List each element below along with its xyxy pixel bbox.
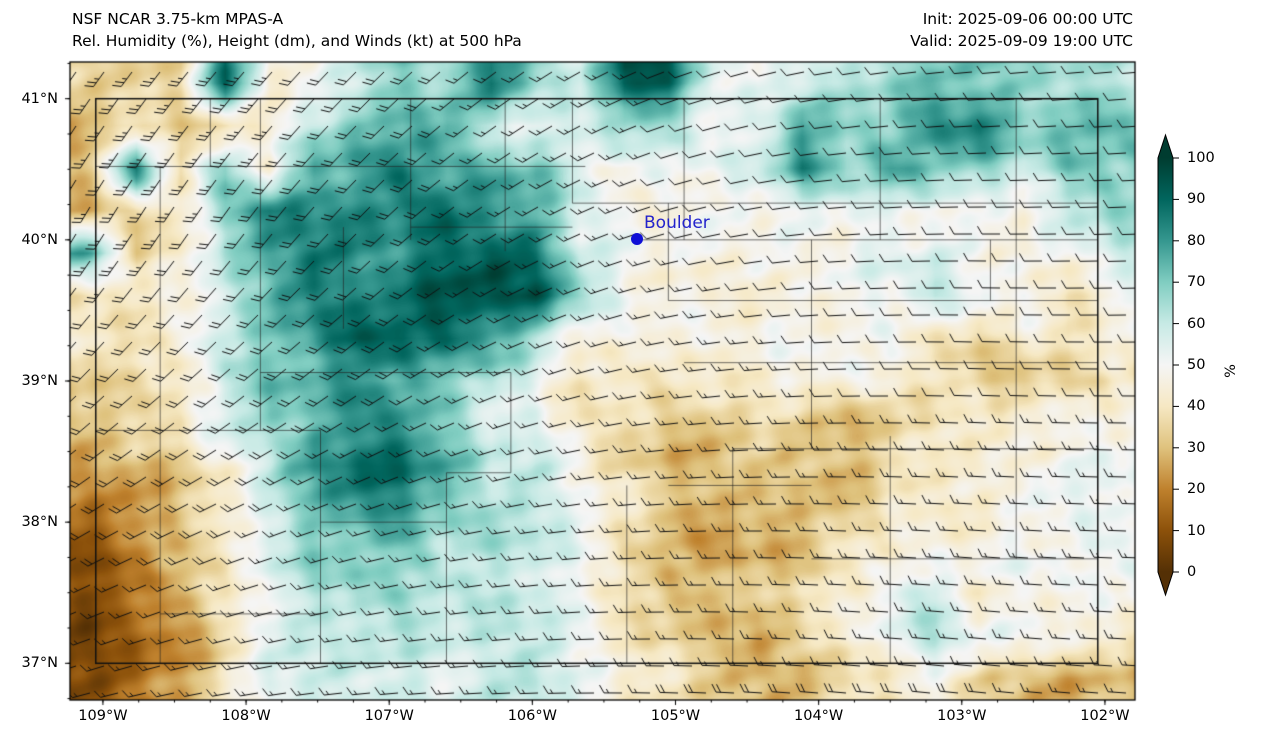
x-tick-label: 105°W (650, 708, 701, 724)
boulder-label: Boulder (644, 213, 710, 233)
title-line2: Rel. Humidity (%), Height (dm), and Wind… (72, 32, 522, 50)
colorbar-tick-label: 20 (1187, 481, 1206, 498)
x-tick-label: 109°W (78, 708, 128, 724)
y-tick-label: 40°N (21, 231, 58, 248)
valid-time: Valid: 2025-09-09 19:00 UTC (910, 32, 1133, 50)
colorbar-tick-label: 100 (1187, 150, 1215, 166)
colorbar-tick-label: 60 (1187, 315, 1206, 332)
y-tick-label: 39°N (21, 373, 58, 389)
x-tick-label: 106°W (507, 708, 557, 724)
x-tick-label: 104°W (794, 708, 844, 724)
x-tick-label: 102°W (1080, 708, 1130, 724)
colorbar-tick-label: 70 (1187, 274, 1206, 291)
colorbar-gradient (1158, 158, 1173, 572)
title-line1: NSF NCAR 3.75-km MPAS-A (72, 10, 284, 28)
run-times: Init: 2025-09-06 00:00 UTC Valid: 2025-09… (910, 8, 1133, 52)
colorbar (1157, 133, 1179, 597)
colorbar-tick-label: 50 (1187, 357, 1206, 373)
colorbar-tick-label: 90 (1187, 191, 1206, 208)
colorbar-unit-label: % (1222, 364, 1239, 378)
colorbar-extend-min-arrow (1158, 572, 1173, 595)
colorbar-tick-label: 30 (1187, 439, 1206, 456)
y-tick-label: 38°N (21, 514, 58, 531)
x-tick-label: 108°W (221, 708, 271, 724)
y-tick-label: 41°N (21, 90, 58, 107)
colorbar-extend-max-arrow (1158, 135, 1173, 158)
colorbar-tick-label: 80 (1187, 232, 1206, 249)
y-tick-label: 37°N (21, 655, 58, 672)
colorbar-tick-label: 40 (1187, 398, 1206, 415)
map-canvas (40, 50, 1150, 715)
colorbar-tick-label: 0 (1187, 564, 1197, 580)
boulder-marker-dot (631, 233, 643, 245)
x-tick-label: 103°W (937, 708, 987, 724)
init-time: Init: 2025-09-06 00:00 UTC (922, 10, 1133, 28)
colorbar-tick-label: 10 (1187, 522, 1206, 539)
x-tick-label: 107°W (364, 708, 414, 724)
plot-title: NSF NCAR 3.75-km MPAS-A Rel. Humidity (%)… (72, 8, 522, 52)
